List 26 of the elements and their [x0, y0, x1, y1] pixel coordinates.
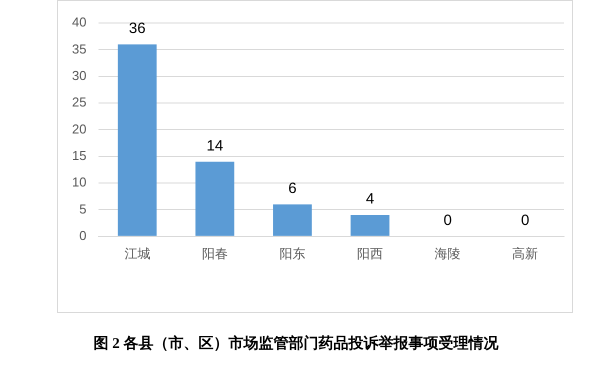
bar	[118, 44, 157, 236]
data-label: 4	[366, 190, 374, 208]
x-tick-label: 高新	[512, 246, 538, 261]
y-tick-label: 5	[79, 201, 86, 216]
y-tick-label: 25	[72, 94, 86, 110]
text: 图 2 各县（市、区）市场监管部门药品投诉举报事项受理情况	[92, 334, 500, 353]
x-tick-label: 阳春	[202, 246, 228, 261]
data-label: 0	[521, 212, 530, 230]
x-tick-label: 江城	[124, 246, 150, 261]
y-tick-label: 35	[72, 41, 86, 56]
bar	[273, 204, 312, 236]
x-tick-label: 阳东	[279, 246, 306, 261]
x-tick-label: 海陵	[434, 246, 461, 261]
y-tick-label: 0	[79, 228, 86, 243]
y-tick-label: 30	[72, 68, 86, 83]
y-tick-label: 15	[72, 148, 86, 163]
y-tick-label: 20	[72, 121, 86, 136]
data-label: 14	[206, 137, 224, 154]
data-label: 6	[288, 180, 297, 198]
bar	[350, 215, 390, 236]
y-tick-label: 10	[72, 174, 86, 190]
x-tick-label: 阳西	[357, 246, 384, 261]
y-tick-label: 40	[72, 14, 86, 30]
data-label: 36	[128, 20, 146, 37]
data-label: 0	[443, 212, 452, 230]
bar	[195, 162, 234, 236]
